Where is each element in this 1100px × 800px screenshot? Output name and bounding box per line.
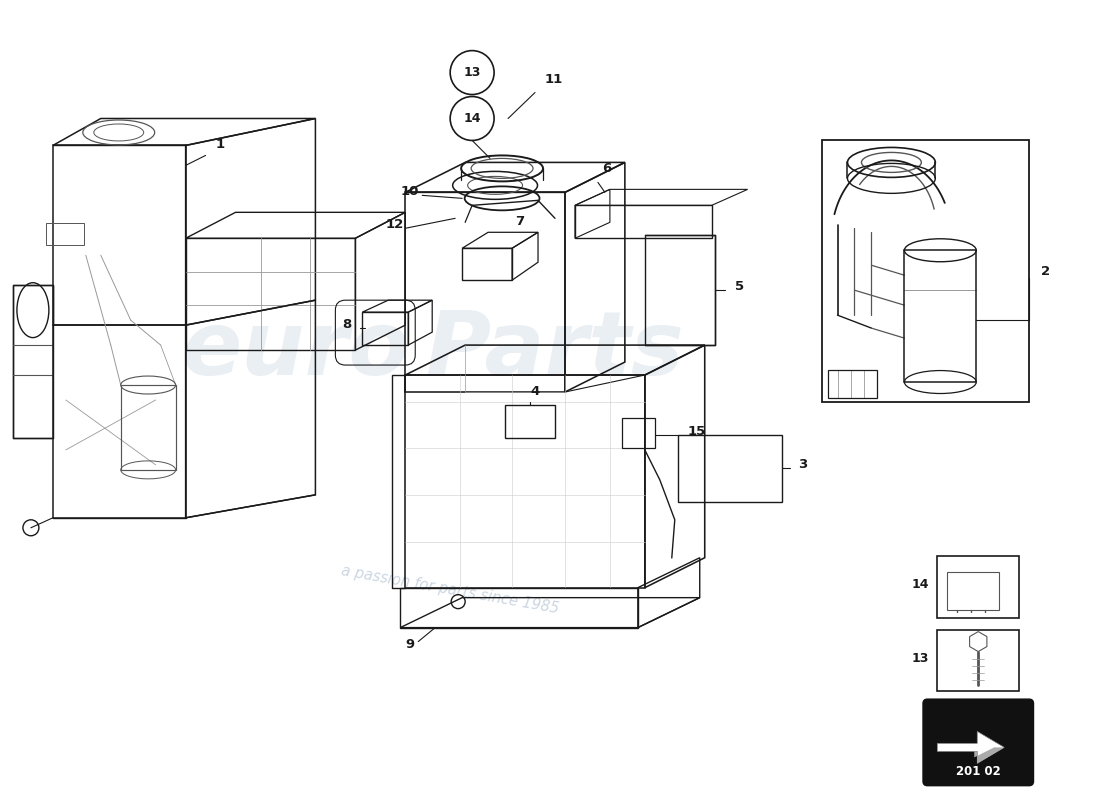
Text: 9: 9	[405, 638, 415, 650]
Text: 5: 5	[735, 280, 744, 293]
Text: 13: 13	[912, 651, 928, 665]
FancyBboxPatch shape	[923, 699, 1033, 786]
Text: 11: 11	[544, 73, 563, 86]
Text: euro: euro	[182, 306, 410, 394]
Polygon shape	[937, 731, 1004, 763]
Text: 14: 14	[912, 578, 928, 590]
Text: a passion for parts since 1985: a passion for parts since 1985	[340, 563, 560, 616]
Text: Parts: Parts	[426, 306, 684, 394]
Bar	[827, 370, 878, 398]
Bar	[937, 630, 1020, 691]
Polygon shape	[975, 747, 1004, 763]
Bar	[822, 141, 1030, 402]
Text: 12: 12	[385, 218, 404, 231]
Text: 201 02: 201 02	[956, 765, 1001, 778]
Text: 8: 8	[342, 318, 352, 331]
Text: 6: 6	[602, 162, 612, 175]
Text: 7: 7	[515, 215, 525, 228]
Text: 1: 1	[216, 138, 224, 151]
Bar	[937, 556, 1020, 618]
Text: 13: 13	[463, 66, 481, 79]
Text: 15: 15	[688, 425, 706, 438]
Text: 10: 10	[400, 186, 419, 198]
Text: 2: 2	[1041, 266, 1050, 278]
Bar	[121, 385, 176, 470]
Bar	[947, 572, 999, 610]
Bar	[46, 223, 84, 246]
Text: 4: 4	[530, 385, 539, 398]
Bar	[904, 250, 977, 382]
Text: 14: 14	[463, 112, 481, 125]
Text: 3: 3	[798, 458, 806, 471]
